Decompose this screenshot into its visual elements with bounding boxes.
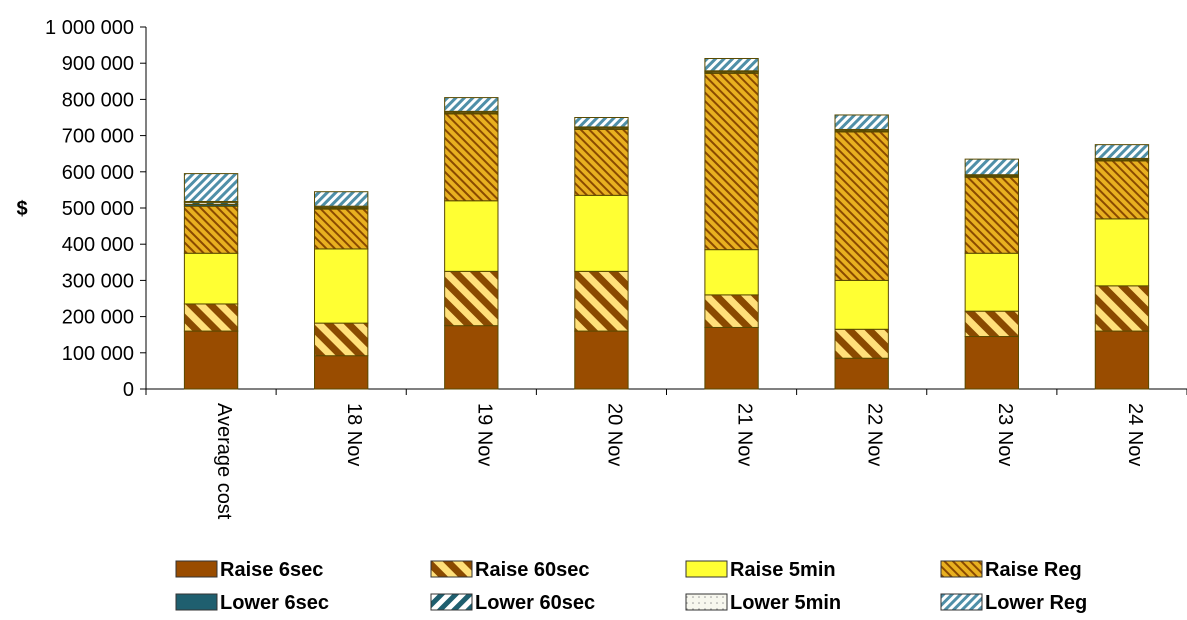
x-tick-label: 23 Nov [994,403,1016,466]
bar-segment-raise-6sec [314,355,369,390]
y-tick-label: 800 000 [62,89,134,111]
bar-segment-raise-5min [964,252,1019,312]
bar-segment-raise-60sec [704,294,759,328]
y-tick-label: 300 000 [62,270,134,292]
y-axis-label: $ [16,198,27,220]
bar-segment-lower-reg [834,114,889,130]
y-tick-label: 700 000 [62,126,134,148]
bar-segment-raise-6sec [574,330,629,390]
bar-segment-raise-60sec [1094,285,1150,332]
legend-label: Raise 5min [730,559,836,581]
y-tick-label: 0 [123,379,134,401]
bar-segment-raise-reg [1094,160,1150,220]
x-tick-label: 19 Nov [473,403,495,466]
legend-label: Lower 5min [730,592,841,614]
bar-segment-raise-5min [1094,218,1150,287]
y-tick-label: 600 000 [62,162,134,184]
y-tick-label: 400 000 [62,234,134,256]
legend-swatch [940,560,983,578]
bar-segment-lower-reg [704,57,759,72]
legend-label: Lower 6sec [220,592,329,614]
bar-segment-raise-6sec [834,357,889,390]
bar-segment-raise-6sec [183,330,239,390]
bar-segment-raise-5min [574,194,629,272]
bar-segment-raise-reg [314,208,369,250]
bar-segment-raise-6sec [1094,330,1150,390]
y-tick-label: 900 000 [62,53,134,75]
legend-swatch [430,560,473,578]
legend-swatch [175,560,218,578]
bar-segment-raise-reg [183,205,239,254]
bar-segment-raise-60sec [314,322,369,357]
bar-segment-raise-60sec [834,328,889,359]
bar-segment-lower-reg [444,97,499,112]
bar-segment-raise-60sec [444,270,499,327]
bar-segment-lower-reg [1094,144,1150,159]
bars [183,57,1150,390]
legend-label: Lower 60sec [475,592,595,614]
bar-segment-lower-reg [964,158,1019,176]
bar-segment-raise-reg [444,113,499,202]
legend-swatch [175,593,218,611]
bar-segment-raise-reg [834,131,889,281]
y-tick-label: 100 000 [62,343,134,365]
legend-label: Raise Reg [985,559,1082,581]
bar-segment-raise-6sec [964,336,1019,390]
x-tick-label: 18 Nov [343,403,365,466]
axes: 0 100 000 200 000 300 000 400 000 500 000 600 … [16,17,1187,520]
x-tick-label: 22 Nov [864,403,886,466]
x-tick-label: 20 Nov [603,403,625,466]
legend-label: Lower Reg [985,592,1087,614]
bar-segment-raise-5min [444,200,499,272]
x-tick-label: 24 Nov [1124,403,1146,466]
bar-segment-raise-60sec [574,270,629,332]
bar-segment-raise-5min [704,249,759,296]
bar-segment-lower-reg [183,173,239,202]
y-tick-label: 200 000 [62,307,134,329]
x-tick-label: 21 Nov [734,403,756,466]
bar-segment-raise-5min [314,248,369,324]
bar-segment-raise-6sec [704,326,759,390]
bar-segment-raise-reg [574,128,629,196]
legend-swatch [940,593,983,611]
legend-swatch [685,560,728,578]
bar-segment-raise-6sec [444,325,499,390]
y-tick-label: 1 000 000 [45,17,134,39]
bar-segment-raise-5min [834,279,889,330]
y-tick-label: 500 000 [62,198,134,220]
bar-segment-lower-reg [314,191,369,207]
bar-segment-raise-5min [183,252,239,305]
x-tick-label: Average cost [213,403,235,520]
bar-segment-lower-reg [574,117,629,128]
bar-segment-raise-60sec [183,303,239,332]
bar-segment-raise-60sec [964,310,1019,338]
legend-label: Raise 6sec [220,559,323,581]
legend-swatch [430,593,473,611]
bar-segment-raise-reg [964,176,1019,254]
legend: Raise 6sec Raise 60sec Raise 5min Raise Reg… [175,559,1087,614]
bar-segment-raise-reg [704,72,759,251]
legend-swatch [685,593,728,611]
legend-label: Raise 60sec [475,559,590,581]
